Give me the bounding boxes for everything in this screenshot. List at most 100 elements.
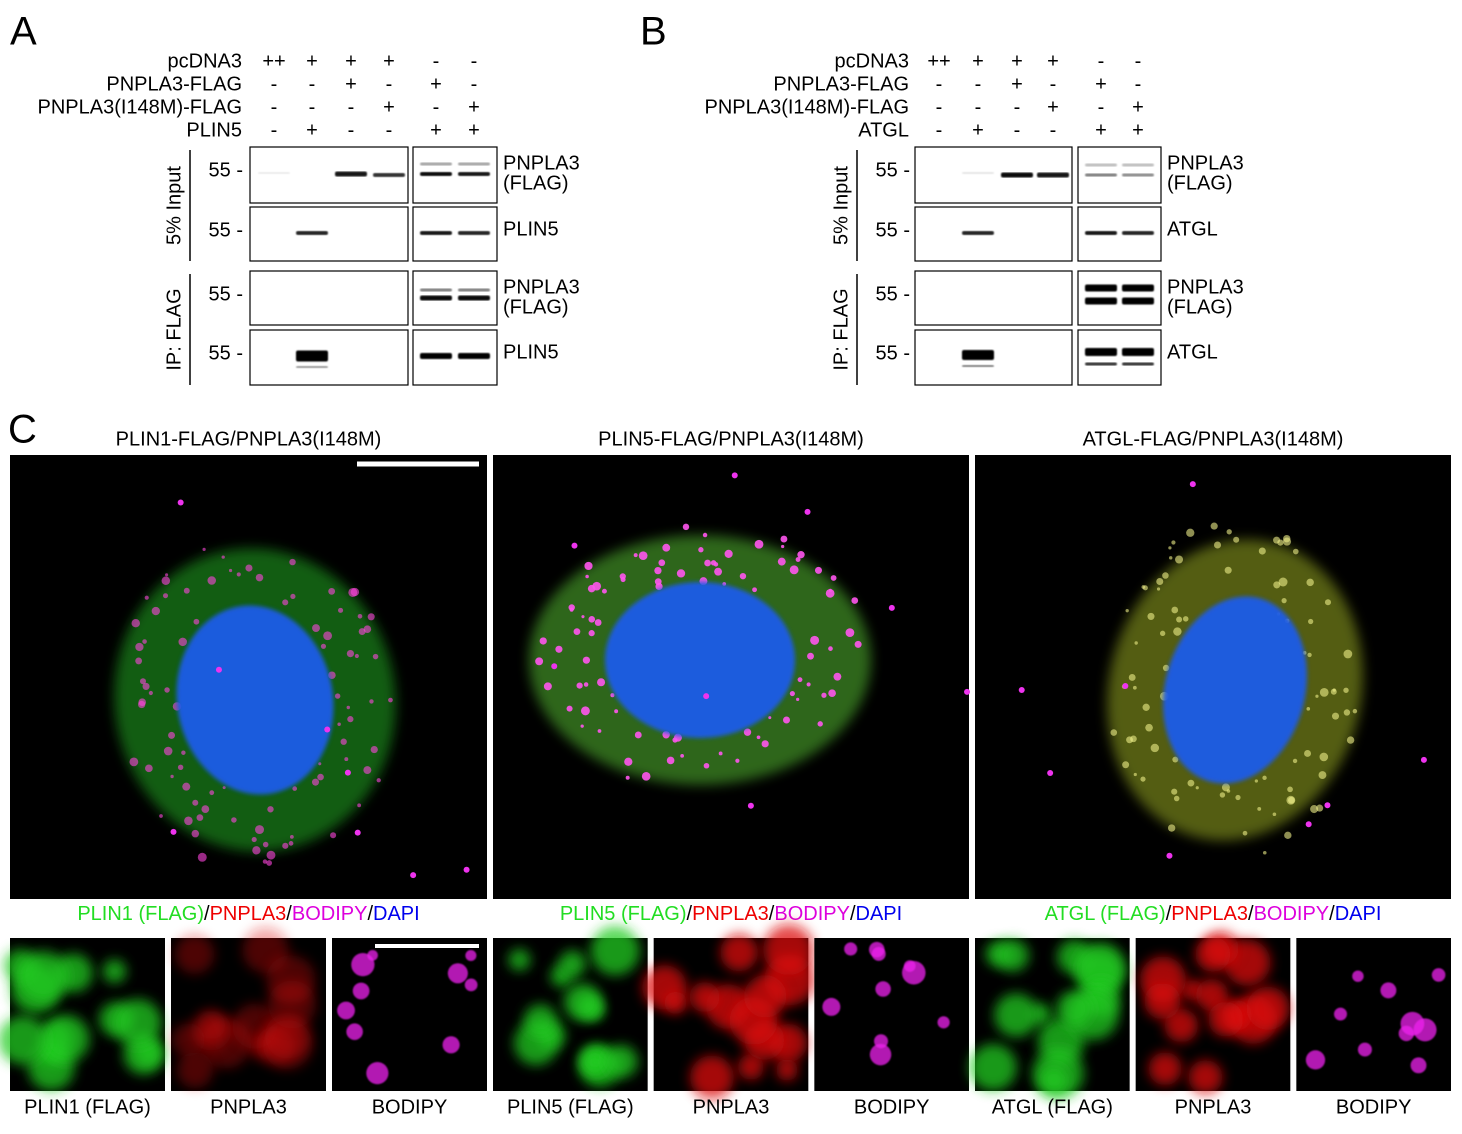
speckle — [807, 652, 814, 660]
sign: + — [1011, 50, 1023, 72]
inset-blob — [1410, 1057, 1427, 1074]
sign: + — [1011, 73, 1023, 95]
band — [458, 353, 490, 359]
stray-droplet — [731, 472, 738, 479]
sign: + — [345, 50, 357, 72]
band — [1122, 163, 1154, 167]
legend-part: BODIPY — [292, 903, 368, 925]
speckle — [1162, 664, 1170, 672]
speckle — [797, 677, 803, 683]
speckle — [357, 803, 362, 808]
speckle — [181, 750, 186, 755]
inset-image — [642, 924, 816, 1100]
inset-blob — [268, 980, 316, 1029]
sign: + — [468, 96, 480, 118]
speckle — [610, 693, 615, 698]
stray-droplet — [324, 726, 331, 733]
inset-blob — [1431, 968, 1446, 982]
stray-droplet — [804, 508, 811, 515]
speckle — [580, 724, 584, 728]
inset-label: BODIPY — [372, 1096, 448, 1118]
molecular-weight: 55 - — [876, 342, 910, 364]
speckle — [131, 618, 140, 628]
speckle — [1352, 708, 1358, 714]
blot-label: PNPLA3 — [503, 276, 580, 298]
speckle — [795, 557, 801, 562]
legend-part: ATGL (FLAG) — [1045, 903, 1166, 925]
speckle — [129, 757, 139, 767]
band — [962, 350, 994, 360]
speckle — [1171, 606, 1179, 614]
inset-image — [1296, 938, 1451, 1091]
speckle — [1169, 556, 1173, 560]
channel-legend: ATGL (FLAG)/PNPLA3/BODIPY/DAPI — [1045, 903, 1382, 925]
inset-blob — [367, 950, 378, 961]
speckle — [142, 639, 147, 644]
speckle — [573, 628, 581, 635]
inset-blob — [1352, 970, 1364, 982]
speckle — [347, 716, 354, 723]
speckle — [1159, 630, 1166, 637]
speckle — [1308, 618, 1314, 625]
inset-blob — [1188, 1060, 1223, 1095]
speckle — [267, 806, 274, 813]
stray-droplet — [170, 828, 177, 835]
inset-label: BODIPY — [854, 1096, 930, 1118]
speckle — [289, 834, 294, 839]
stray-droplet — [463, 866, 470, 873]
speckle — [1343, 649, 1353, 659]
stray-droplet — [410, 872, 417, 879]
band — [1122, 284, 1154, 292]
band — [420, 288, 452, 292]
stray-droplet — [888, 604, 895, 611]
speckle — [584, 561, 593, 571]
speckle — [1128, 674, 1136, 681]
speckle — [1282, 537, 1292, 546]
speckle — [197, 852, 207, 862]
speckle — [137, 700, 146, 709]
speckle — [1171, 540, 1176, 545]
sign: ++ — [927, 50, 950, 72]
blot-label: (FLAG) — [503, 172, 569, 194]
speckle — [159, 814, 163, 818]
speckle — [625, 775, 630, 780]
speckle — [338, 607, 344, 613]
speckle — [633, 553, 638, 558]
speckle — [810, 635, 820, 645]
legend-part: / — [769, 903, 775, 925]
speckle — [735, 758, 740, 763]
band — [373, 173, 405, 177]
blot-box — [1077, 329, 1162, 386]
speckle — [1221, 783, 1230, 792]
legend-part: / — [367, 903, 373, 925]
sign: + — [972, 50, 984, 72]
speckle — [543, 682, 552, 691]
speckle — [828, 646, 833, 651]
inset-blob — [581, 1049, 608, 1076]
speckle — [1172, 756, 1179, 763]
blot-label: PNPLA3 — [1167, 276, 1244, 298]
legend-part: BODIPY — [774, 903, 850, 925]
speckle — [1122, 761, 1130, 769]
stray-droplet — [571, 542, 578, 549]
speckle — [292, 786, 298, 791]
blot-label: (FLAG) — [1167, 172, 1233, 194]
speckle — [1173, 627, 1182, 636]
speckle — [781, 544, 785, 549]
legend-part: PNPLA3 — [692, 903, 769, 925]
speckle — [703, 762, 710, 769]
inset-label: PNPLA3 — [1175, 1096, 1252, 1118]
speckle — [346, 649, 355, 658]
speckle — [851, 597, 859, 604]
speckle — [624, 757, 633, 766]
nucleus — [176, 605, 334, 795]
speckle — [682, 523, 690, 531]
blot-label: PLIN5 — [503, 218, 559, 240]
condition-label: PNPLA3-FLAG — [773, 73, 909, 95]
legend-part: / — [850, 903, 856, 925]
band — [1122, 297, 1154, 305]
inset-image — [1135, 931, 1291, 1095]
speckle — [1171, 788, 1178, 795]
speckle — [1306, 578, 1314, 587]
band — [335, 171, 367, 177]
